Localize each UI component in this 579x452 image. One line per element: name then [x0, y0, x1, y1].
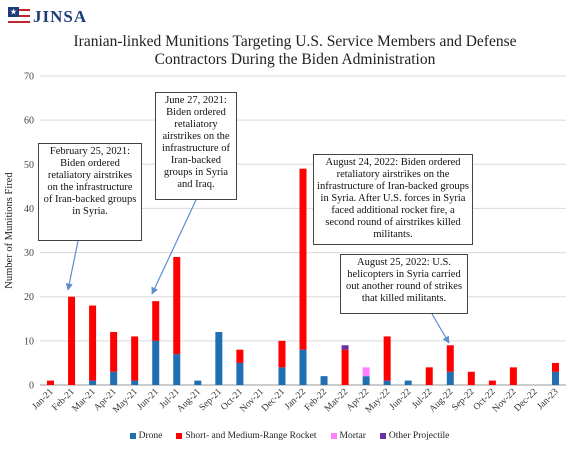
bar-drone-jul-21	[173, 354, 181, 385]
y-tick-label: 70	[24, 72, 34, 83]
annotation-aug25-2022: August 25, 2022: U.S. helicopters in Syr…	[340, 254, 468, 314]
chart-title: Iranian-linked Munitions Targeting U.S. …	[40, 33, 550, 69]
bar-drone-sep-21	[215, 332, 223, 385]
legend-swatch-other	[379, 433, 386, 439]
x-tick-label: Jun-22	[388, 387, 414, 413]
bar-short-and-medium-range-rocket-aug-22	[446, 345, 454, 372]
x-tick-label: Mar-22	[323, 387, 350, 414]
bar-short-and-medium-range-rocket-may-22	[383, 336, 391, 381]
y-tick-label: 60	[24, 116, 34, 127]
x-tick-label: Nov-22	[491, 387, 519, 415]
x-tick-label: Dec-21	[260, 387, 287, 414]
legend-label-other: Other Projectile	[388, 431, 450, 441]
bar-drone-oct-21	[236, 362, 244, 385]
bar-drone-dec-21	[278, 367, 286, 385]
y-tick-label: 10	[24, 336, 34, 347]
bar-short-and-medium-range-rocket-mar-22	[341, 349, 349, 385]
bar-drone-may-21	[131, 380, 139, 385]
y-tick-label: 20	[24, 292, 34, 303]
bar-short-and-medium-range-rocket-nov-22	[509, 367, 517, 385]
x-tick-label: Dec-22	[513, 387, 540, 414]
annotation-arrow	[431, 313, 450, 344]
annotation-arrow	[65, 240, 79, 291]
y-tick-label: 40	[24, 204, 34, 215]
bar-short-and-medium-range-rocket-sep-22	[467, 371, 475, 385]
legend-item-rocket: Short- and Medium-Range Rocket	[176, 431, 317, 441]
bar-drone-jan-22	[299, 349, 307, 385]
legend-item-drone: Drone	[129, 431, 163, 441]
bar-short-and-medium-range-rocket-oct-22	[488, 380, 496, 385]
bar-short-and-medium-range-rocket-jul-22	[425, 367, 433, 385]
legend-swatch-rocket	[176, 433, 183, 439]
bar-drone-mar-21	[89, 380, 97, 385]
bar-short-and-medium-range-rocket-jan-22	[299, 168, 307, 350]
y-tick-label: 50	[24, 160, 34, 171]
bar-short-and-medium-range-rocket-oct-21	[236, 349, 244, 363]
x-tick-label: Aug-21	[175, 387, 203, 415]
bar-short-and-medium-range-rocket-dec-21	[278, 340, 286, 368]
legend-swatch-drone	[129, 433, 136, 439]
x-tick-label: Nov-21	[238, 387, 266, 415]
x-tick-label: Aug-22	[428, 387, 456, 415]
bar-short-and-medium-range-rocket-jan-21	[47, 380, 55, 385]
brand-name: JINSA	[33, 7, 88, 26]
annotation-jun-2021: June 27, 2021: Biden ordered retaliatory…	[155, 92, 237, 200]
legend-swatch-mortar	[330, 433, 337, 439]
bar-drone-aug-22	[446, 371, 454, 385]
jinsa-logo: JINSA	[8, 6, 87, 28]
bar-short-and-medium-range-rocket-jan-23	[551, 362, 559, 372]
y-tick-label: 30	[24, 248, 34, 259]
bar-drone-may-22	[383, 380, 391, 385]
legend-item-mortar: Mortar	[330, 431, 366, 441]
bar-drone-jan-23	[551, 371, 559, 385]
x-tick-label: Sep-21	[198, 387, 224, 413]
x-tick-label: Jan-23	[536, 387, 561, 412]
bar-short-and-medium-range-rocket-jul-21	[173, 256, 181, 355]
y-tick-label: 0	[29, 381, 34, 392]
y-axis-label: Number of Munitions Fired	[4, 172, 15, 289]
bar-drone-feb-22	[320, 376, 328, 385]
x-tick-label: Mar-21	[71, 387, 98, 414]
legend: Drone Short- and Medium-Range Rocket Mor…	[0, 431, 579, 441]
chart-title-line-1: Iranian-linked Munitions Targeting U.S. …	[73, 33, 517, 50]
bar-short-and-medium-range-rocket-feb-21	[68, 296, 76, 385]
bar-drone-apr-21	[110, 371, 118, 385]
bar-short-and-medium-range-rocket-jun-21	[152, 301, 160, 341]
bar-short-and-medium-range-rocket-may-21	[131, 336, 139, 381]
bar-short-and-medium-range-rocket-mar-21	[89, 305, 97, 381]
bar-short-and-medium-range-rocket-apr-21	[110, 332, 118, 372]
flag-logo-icon	[8, 7, 30, 27]
legend-label-drone: Drone	[138, 431, 163, 441]
annotation-aug24-2022: August 24, 2022: Biden ordered retaliato…	[313, 154, 473, 245]
legend-label-rocket: Short- and Medium-Range Rocket	[185, 431, 317, 441]
bar-drone-jun-21	[152, 340, 160, 385]
bar-mortar-apr-22	[362, 367, 370, 377]
annotation-feb-2021: February 25, 2021: Biden ordered retalia…	[38, 143, 142, 241]
chart-title-line-2: Contractors During the Biden Administrat…	[154, 51, 436, 68]
bar-drone-aug-21	[194, 380, 202, 385]
legend-label-mortar: Mortar	[339, 431, 366, 441]
x-tick-label: Sep-22	[450, 387, 476, 413]
legend-item-other: Other Projectile	[379, 431, 450, 441]
x-tick-label: Jun-21	[135, 387, 161, 413]
bar-drone-apr-22	[362, 376, 370, 385]
bar-drone-jun-22	[404, 380, 412, 385]
annotation-arrow	[151, 199, 197, 295]
bar-other-projectile-mar-22	[341, 345, 349, 350]
